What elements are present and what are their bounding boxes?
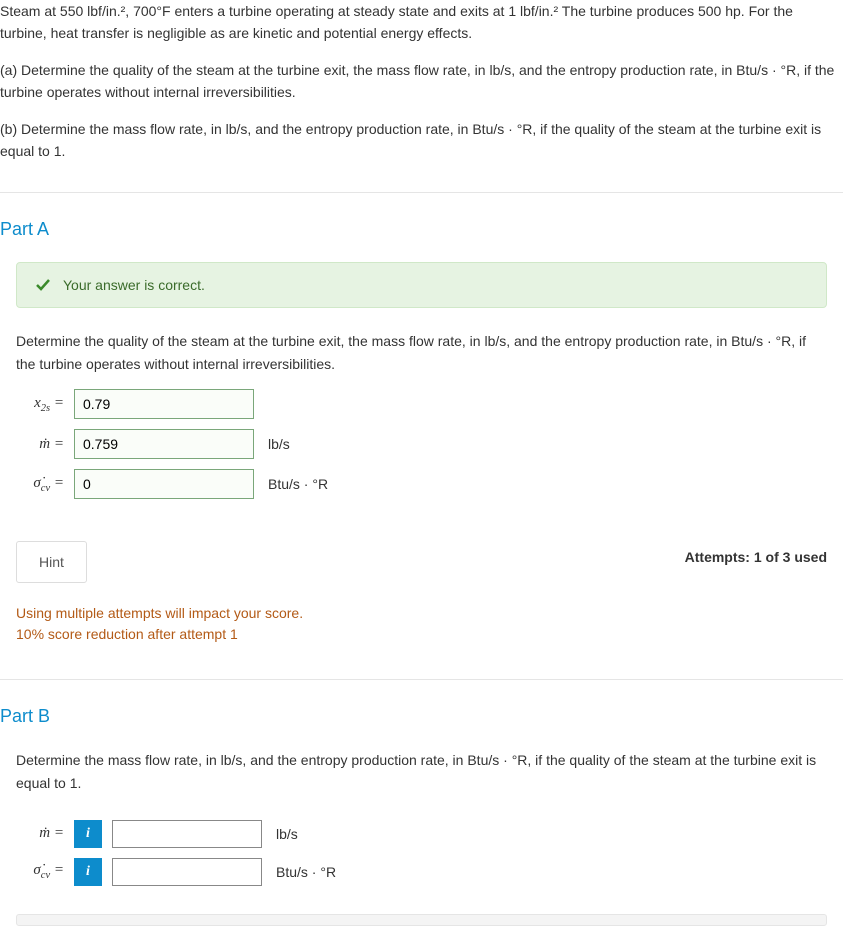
part-b-title: Part B [0, 706, 843, 749]
penalty-text: Using multiple attempts will impact your… [16, 603, 827, 645]
penalty-line1: Using multiple attempts will impact your… [16, 603, 827, 624]
answer-row-sigma-b: σ̇cv = i Btu/s · °R [16, 858, 827, 886]
unit-mdot-b: lb/s [276, 826, 298, 842]
answer-row-sigma-a: σ̇cv = Btu/s · °R [16, 469, 827, 499]
part-a-title: Part A [0, 219, 843, 262]
input-sigma-b[interactable] [112, 858, 262, 886]
label-mdot-b: ṁ = [16, 825, 64, 842]
label-x2s: x2s = [16, 395, 64, 414]
success-text: Your answer is correct. [63, 277, 205, 293]
unit-sigma-a: Btu/s · °R [268, 476, 328, 492]
info-icon[interactable]: i [74, 820, 102, 848]
problem-p3: (b) Determine the mass flow rate, in lb/… [0, 118, 837, 163]
label-sigma-a: σ̇cv = [16, 475, 64, 494]
unit-mdot-a: lb/s [268, 436, 290, 452]
input-mdot-a[interactable] [74, 429, 254, 459]
success-banner: Your answer is correct. [16, 262, 827, 308]
part-a-question: Determine the quality of the steam at th… [16, 330, 827, 375]
hint-button[interactable]: Hint [16, 541, 87, 583]
part-b-question: Determine the mass flow rate, in lb/s, a… [16, 749, 827, 794]
label-sigma-b: σ̇cv = [16, 862, 64, 881]
answer-row-x2s: x2s = [16, 389, 827, 419]
unit-sigma-b: Btu/s · °R [276, 864, 336, 880]
label-mdot-a: ṁ = [16, 436, 64, 453]
problem-p2: (a) Determine the quality of the steam a… [0, 59, 837, 104]
attempts-text: Attempts: 1 of 3 used [685, 549, 827, 565]
part-b-section: Part B Determine the mass flow rate, in … [0, 679, 843, 942]
problem-statement: Steam at 550 lbf/in.², 700°F enters a tu… [0, 0, 843, 192]
answer-row-mdot-a: ṁ = lb/s [16, 429, 827, 459]
problem-p1: Steam at 550 lbf/in.², 700°F enters a tu… [0, 0, 837, 45]
input-sigma-a[interactable] [74, 469, 254, 499]
info-icon[interactable]: i [74, 858, 102, 886]
bottom-bar [16, 914, 827, 926]
penalty-line2: 10% score reduction after attempt 1 [16, 624, 827, 645]
input-x2s[interactable] [74, 389, 254, 419]
check-icon [35, 277, 51, 293]
part-a-section: Part A Your answer is correct. Determine… [0, 192, 843, 661]
input-mdot-b[interactable] [112, 820, 262, 848]
answer-row-mdot-b: ṁ = i lb/s [16, 820, 827, 848]
